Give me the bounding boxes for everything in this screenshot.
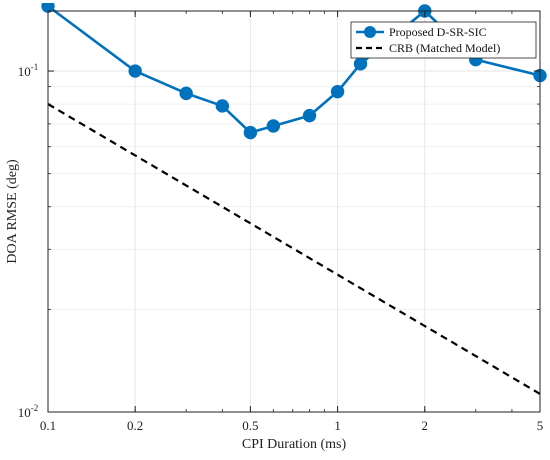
data-point: [179, 86, 193, 101]
x-tick-label: 2: [422, 418, 429, 433]
legend-box: [350, 21, 537, 59]
data-point: [266, 119, 281, 133]
data-point: [128, 64, 142, 78]
plot-frame: [47, 10, 541, 413]
x-tick-label: 0.5: [242, 418, 258, 433]
y-tick-label: 10-1: [18, 62, 39, 79]
series-0: [41, 3, 547, 140]
legend: Proposed D-SR-SIC CRB (Matched Model): [350, 21, 537, 59]
legend-entry-crb: CRB (Matched Model): [389, 41, 500, 55]
y-tick-label: 10-2: [18, 403, 39, 420]
grid: [47, 11, 541, 413]
y-axis-label: DOA RMSE (deg): [5, 159, 20, 264]
series-layer: [41, 3, 547, 395]
data-point: [215, 99, 230, 113]
legend-marker-proposed: [364, 26, 376, 38]
data-point: [302, 108, 317, 123]
ticks: [47, 11, 541, 413]
tick-labels: 0.1 0.2 0.5 1 2 5 10-2 10-1: [18, 62, 544, 433]
x-tick-label: 1: [334, 418, 341, 433]
x-axis-label: CPI Duration (ms): [242, 437, 347, 452]
legend-entry-proposed: Proposed D-SR-SIC: [389, 25, 487, 39]
data-point: [41, 3, 55, 13]
x-tick-label: 5: [537, 418, 544, 433]
x-tick-label: 0.2: [127, 418, 143, 433]
data-point: [353, 57, 368, 71]
data-point: [243, 125, 258, 140]
data-point: [330, 84, 345, 99]
x-tick-label: 0.1: [40, 418, 56, 433]
series-line-0: [47, 5, 541, 134]
